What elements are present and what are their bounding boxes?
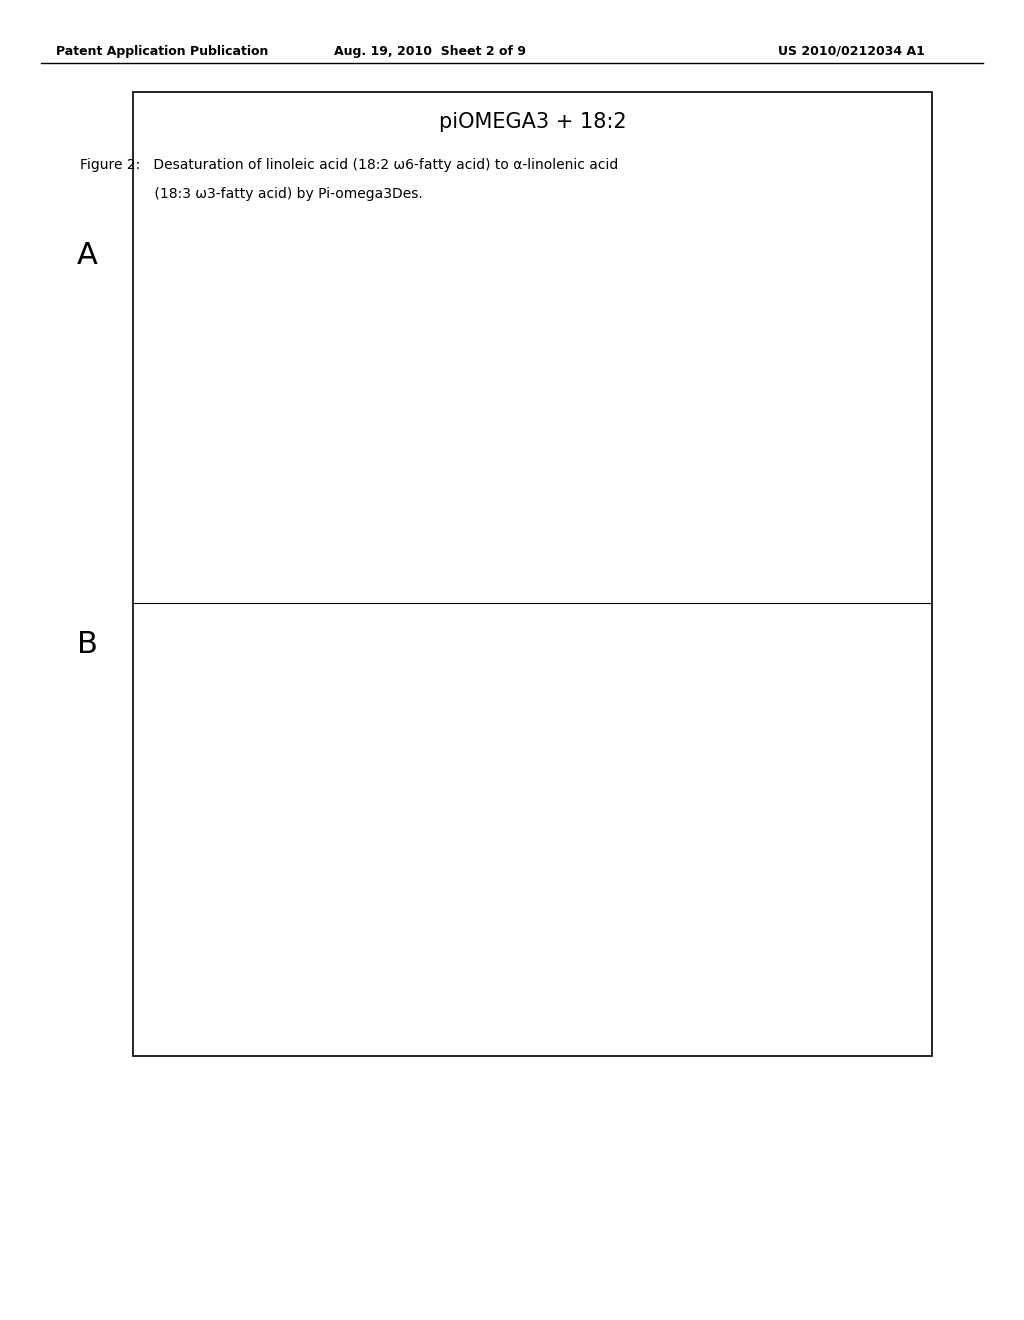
Text: $\alpha$-18:3: $\alpha$-18:3	[593, 894, 653, 986]
Text: 16:1: 16:1	[317, 261, 345, 275]
Text: Patent Application Publication: Patent Application Publication	[56, 45, 268, 58]
Text: 18:1: 18:1	[490, 354, 519, 367]
Text: US 2010/0212034 A1: US 2010/0212034 A1	[778, 45, 925, 58]
Text: 18:2: 18:2	[530, 282, 558, 296]
Text: 18:0: 18:0	[452, 438, 479, 451]
Text: piOMEGA3 + 18:2: piOMEGA3 + 18:2	[438, 112, 627, 132]
Text: A: A	[77, 242, 97, 271]
Text: Figure 2:   Desaturation of linoleic acid (18:2 ω6-fatty acid) to α-linolenic ac: Figure 2: Desaturation of linoleic acid …	[80, 158, 618, 173]
Text: Aug. 19, 2010  Sheet 2 of 9: Aug. 19, 2010 Sheet 2 of 9	[334, 45, 526, 58]
Text: 16:0: 16:0	[230, 370, 259, 383]
Text: B: B	[77, 630, 97, 659]
Text: (18:3 ω3-fatty acid) by Pi-omega3Des.: (18:3 ω3-fatty acid) by Pi-omega3Des.	[80, 187, 423, 202]
